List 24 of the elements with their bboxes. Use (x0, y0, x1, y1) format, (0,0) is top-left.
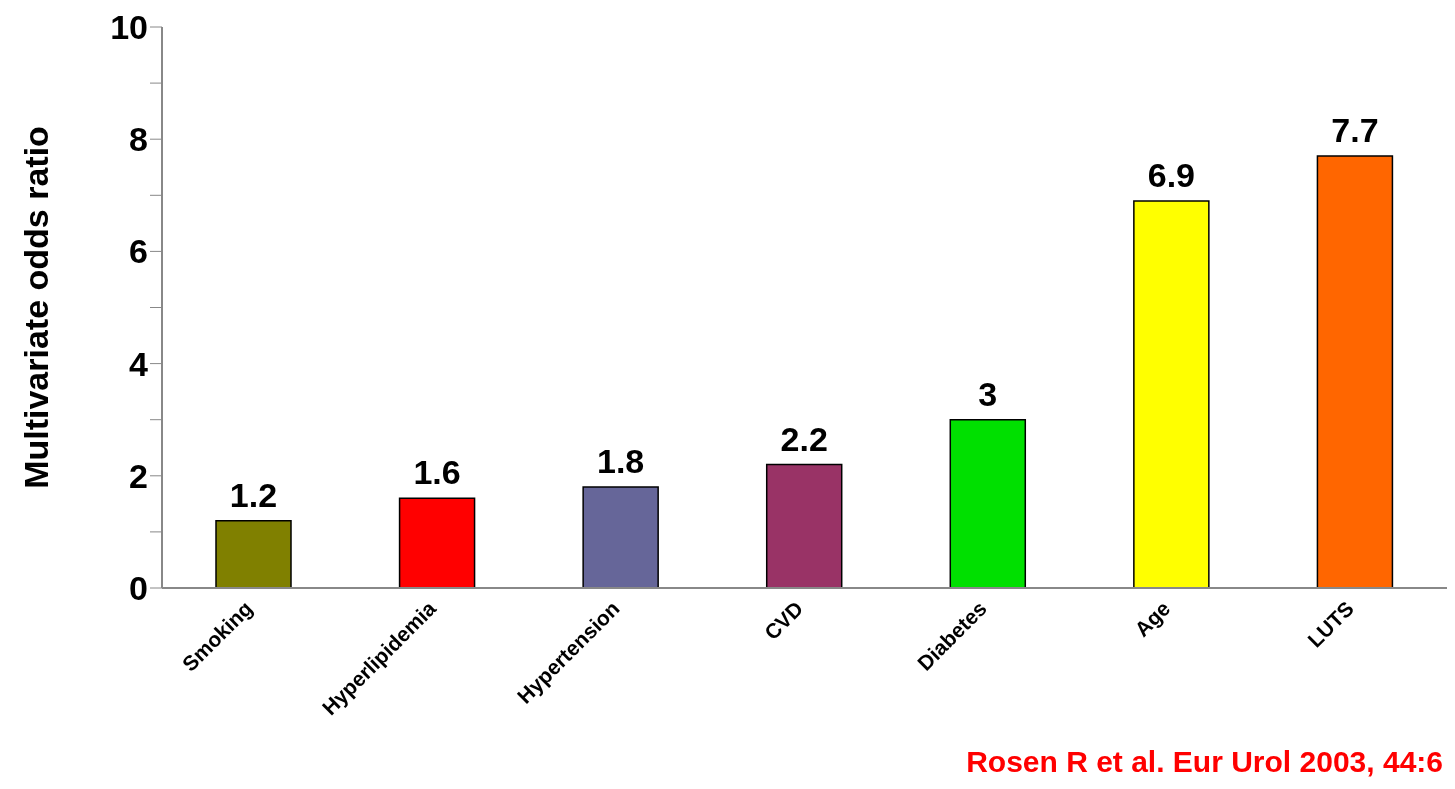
y-tick-label: 6 (129, 232, 148, 271)
data-label: 1.8 (597, 442, 645, 481)
data-label: 6.9 (1147, 155, 1195, 194)
bar (949, 418, 1027, 588)
y-tick-label: 10 (110, 8, 148, 47)
data-label: 1.2 (229, 475, 278, 514)
bar (1316, 155, 1394, 588)
data-label: 2.2 (780, 419, 828, 458)
y-axis-title: Multivariate odds ratio (17, 126, 56, 489)
bar (765, 463, 843, 588)
y-tick-label: 8 (129, 120, 148, 159)
y-tick-label: 2 (129, 456, 148, 495)
data-label: 7.7 (1331, 111, 1379, 150)
y-tick-label: 4 (129, 344, 149, 383)
bar (582, 486, 659, 588)
text: Rosen R et al. Eur Urol 2003, 44:6 (966, 745, 1443, 779)
x-tick-label: Age (1130, 596, 1175, 641)
data-label: 1.6 (413, 453, 461, 492)
x-tick-label: CVD (759, 596, 808, 645)
bar (1133, 200, 1210, 588)
y-tick-label: 0 (129, 569, 148, 608)
data-label: 3 (978, 374, 998, 413)
bar (215, 519, 292, 588)
bar (398, 497, 476, 588)
